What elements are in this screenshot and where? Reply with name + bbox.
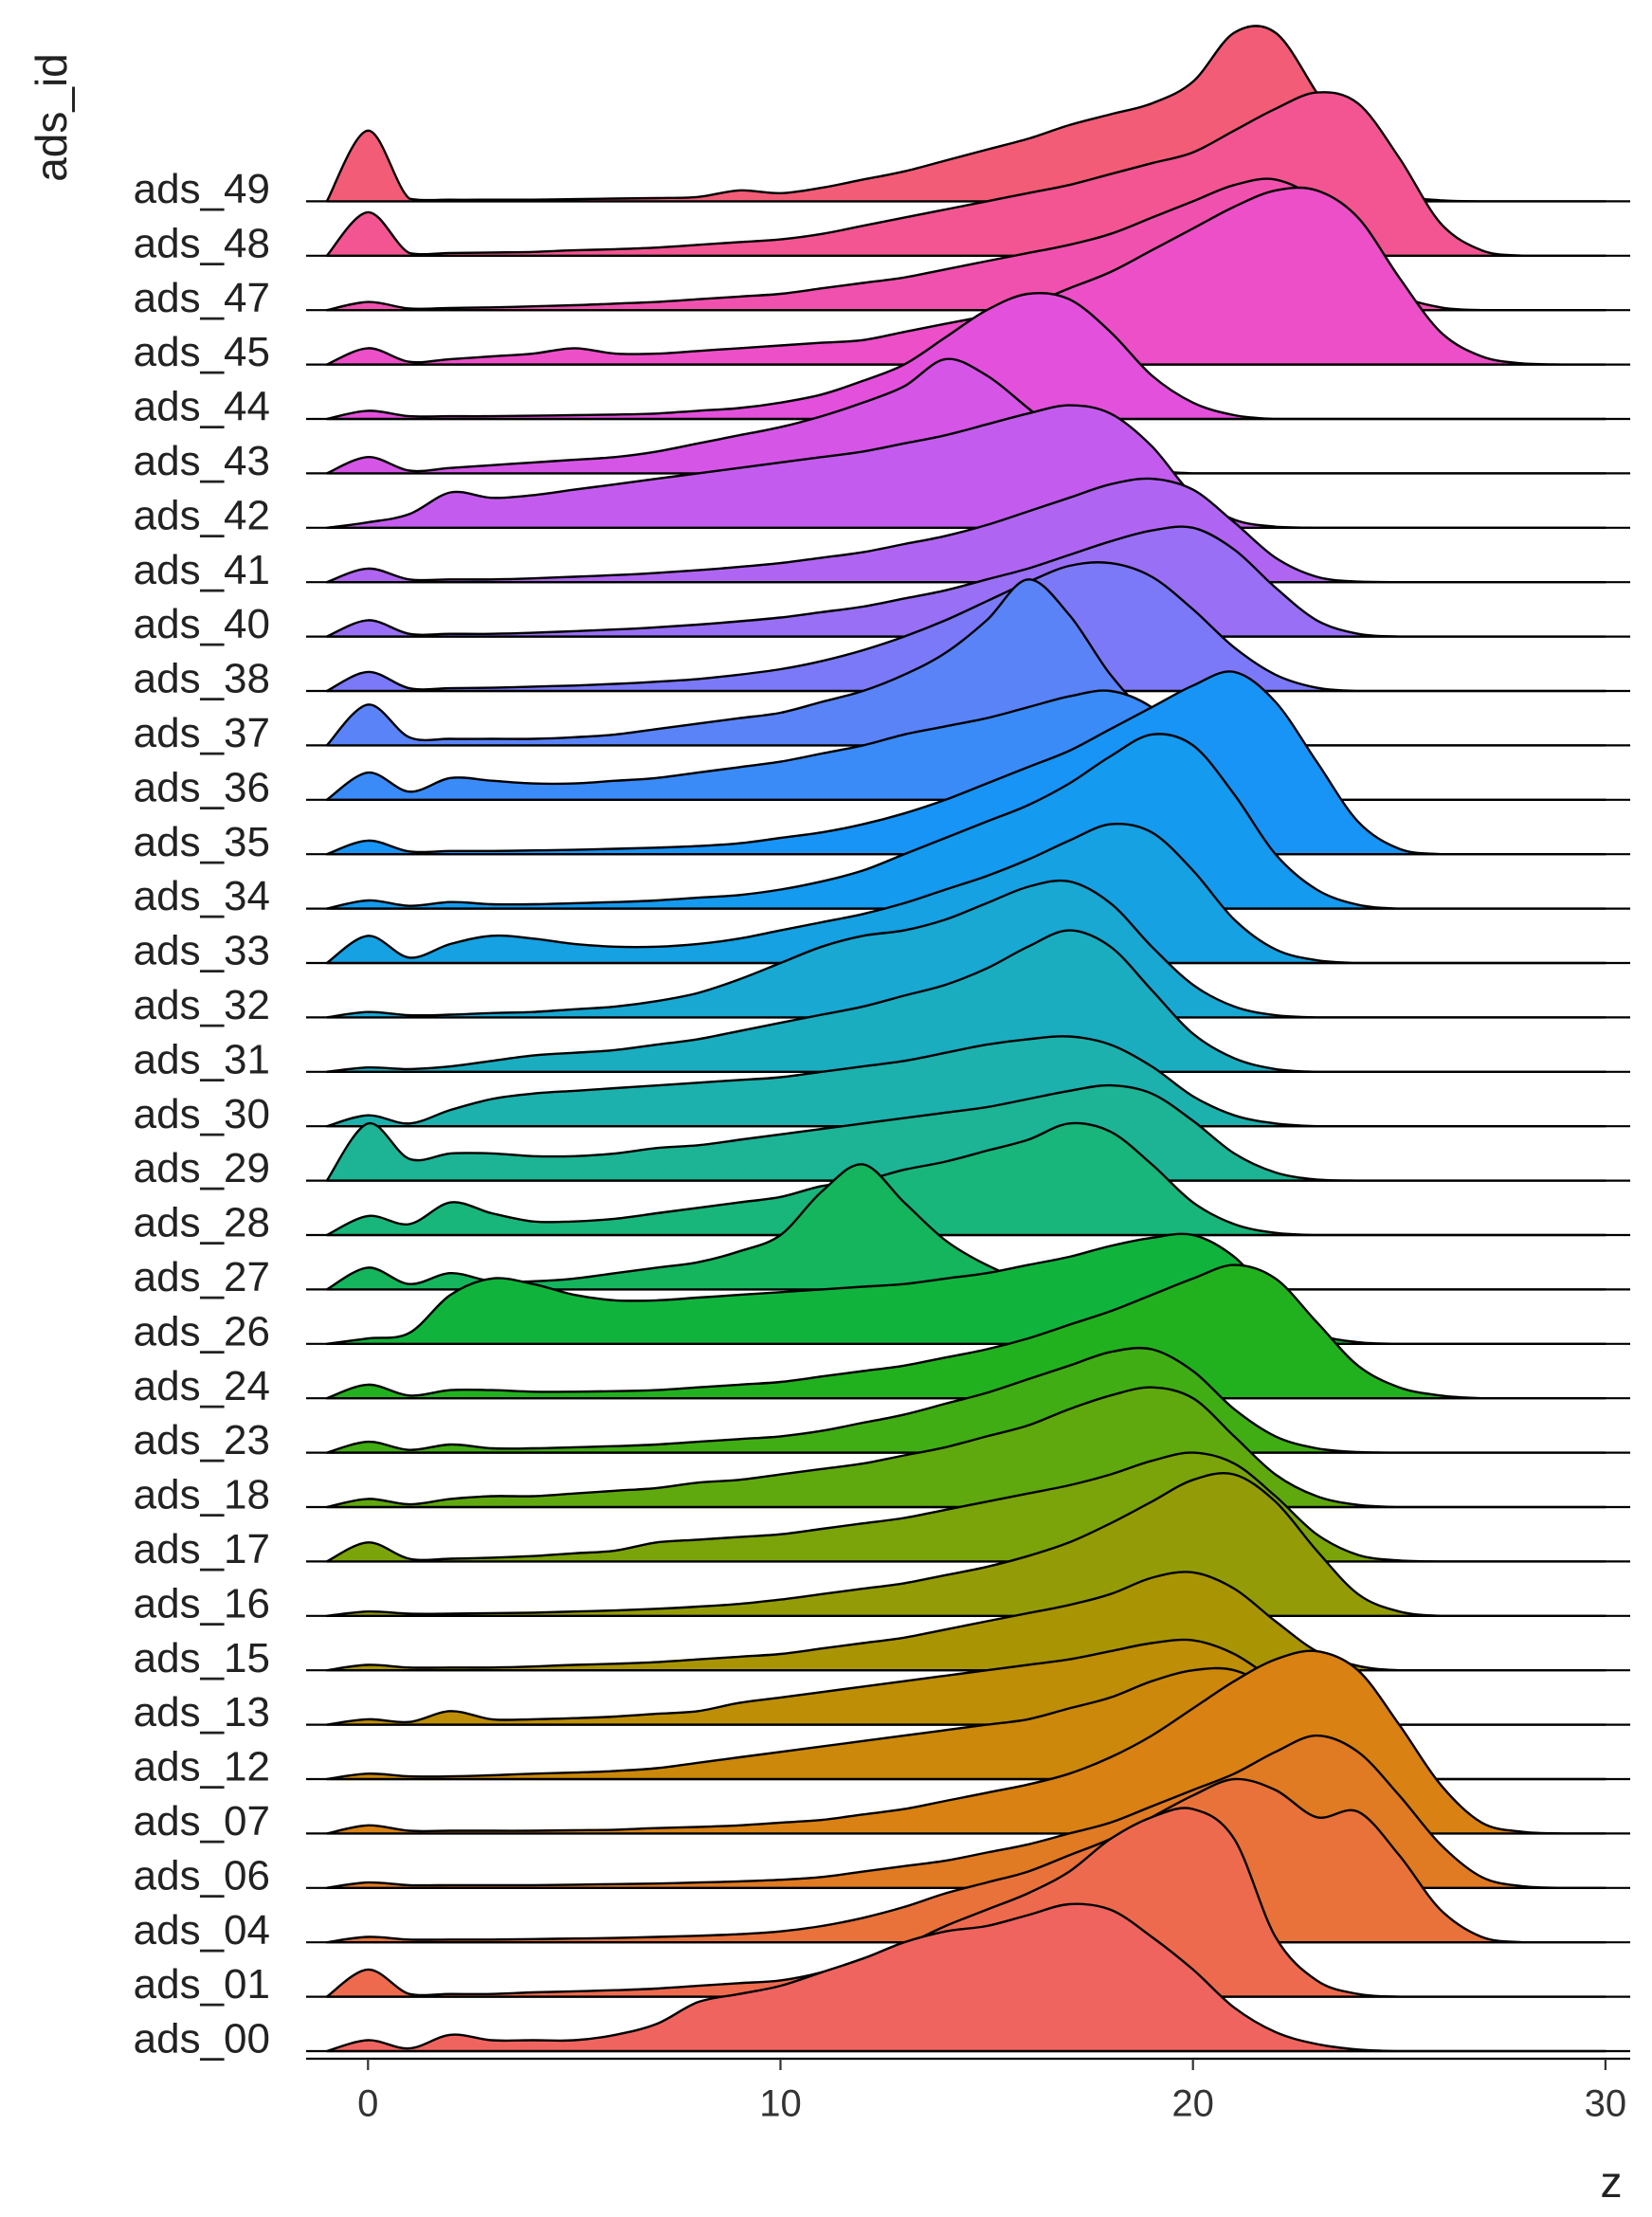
ridge <box>325 1902 1607 2053</box>
ridge <box>325 1035 1607 1128</box>
row-label: ads_27 <box>134 1254 270 1300</box>
row-label: ads_28 <box>134 1200 270 1246</box>
row-label: ads_29 <box>134 1145 270 1191</box>
ridge <box>325 25 1607 203</box>
ridge <box>325 1386 1607 1509</box>
row-label: ads_37 <box>134 710 270 756</box>
row-label: ads_47 <box>134 275 270 321</box>
x-tick-label: 0 <box>357 2083 378 2125</box>
ridge <box>325 733 1607 910</box>
row-label: ads_06 <box>134 1852 270 1899</box>
ridge <box>325 1571 1607 1672</box>
x-tick-label: 20 <box>1171 2083 1214 2125</box>
row-label: ads_13 <box>134 1689 270 1735</box>
row-label: ads_31 <box>134 1036 270 1082</box>
row-label: ads_45 <box>134 329 270 375</box>
row-label: ads_33 <box>134 928 270 974</box>
ridge <box>325 477 1607 584</box>
row-label: ads_12 <box>134 1744 270 1790</box>
row-label: ads_07 <box>134 1798 270 1844</box>
ridge <box>325 1346 1607 1454</box>
row-label: ads_34 <box>134 873 270 919</box>
row-label: ads_26 <box>134 1308 270 1354</box>
x-tick-label: 30 <box>1585 2083 1627 2125</box>
ridge <box>325 929 1607 1074</box>
row-label: ads_43 <box>134 438 270 484</box>
row-label: ads_24 <box>134 1363 270 1409</box>
row-label: ads_17 <box>134 1526 270 1572</box>
row-label: ads_23 <box>134 1417 270 1463</box>
row-label: ads_38 <box>134 656 270 702</box>
ridge <box>325 1083 1607 1182</box>
ridge <box>325 879 1607 1019</box>
ridges <box>306 25 1630 2053</box>
ridge <box>325 357 1607 475</box>
x-axis-title: z <box>1601 2157 1623 2207</box>
row-label: ads_18 <box>134 1472 270 1518</box>
ridge <box>325 525 1607 638</box>
row-label: ads_04 <box>134 1907 270 1954</box>
row-label: ads_35 <box>134 819 270 865</box>
row-label: ads_16 <box>134 1580 270 1626</box>
row-label: ads_49 <box>134 166 270 212</box>
row-label: ads_40 <box>134 601 270 647</box>
ridge <box>325 670 1607 856</box>
row-label: ads_01 <box>134 1961 270 2008</box>
ridge <box>325 291 1607 421</box>
ridge <box>325 1121 1607 1237</box>
row-label: ads_36 <box>134 764 270 810</box>
x-tick-label: 10 <box>759 2083 802 2125</box>
ridge <box>325 1263 1607 1400</box>
ridge <box>325 823 1607 965</box>
row-label: ads_00 <box>134 2016 270 2063</box>
ridge <box>325 561 1607 693</box>
ridge <box>325 404 1607 529</box>
ridge <box>325 1777 1607 1944</box>
row-label: ads_15 <box>134 1635 270 1681</box>
row-label: ads_48 <box>134 220 270 266</box>
ridge <box>325 689 1607 801</box>
row-label: ads_30 <box>134 1091 270 1137</box>
row-label: ads_44 <box>134 384 270 430</box>
y-axis-title: ads_id <box>27 53 76 182</box>
row-label: ads_32 <box>134 982 270 1028</box>
row-label: ads_41 <box>134 547 270 593</box>
ridge <box>325 1163 1607 1291</box>
ridge <box>325 1471 1607 1618</box>
ridge <box>325 578 1607 747</box>
row-label: ads_42 <box>134 492 270 538</box>
